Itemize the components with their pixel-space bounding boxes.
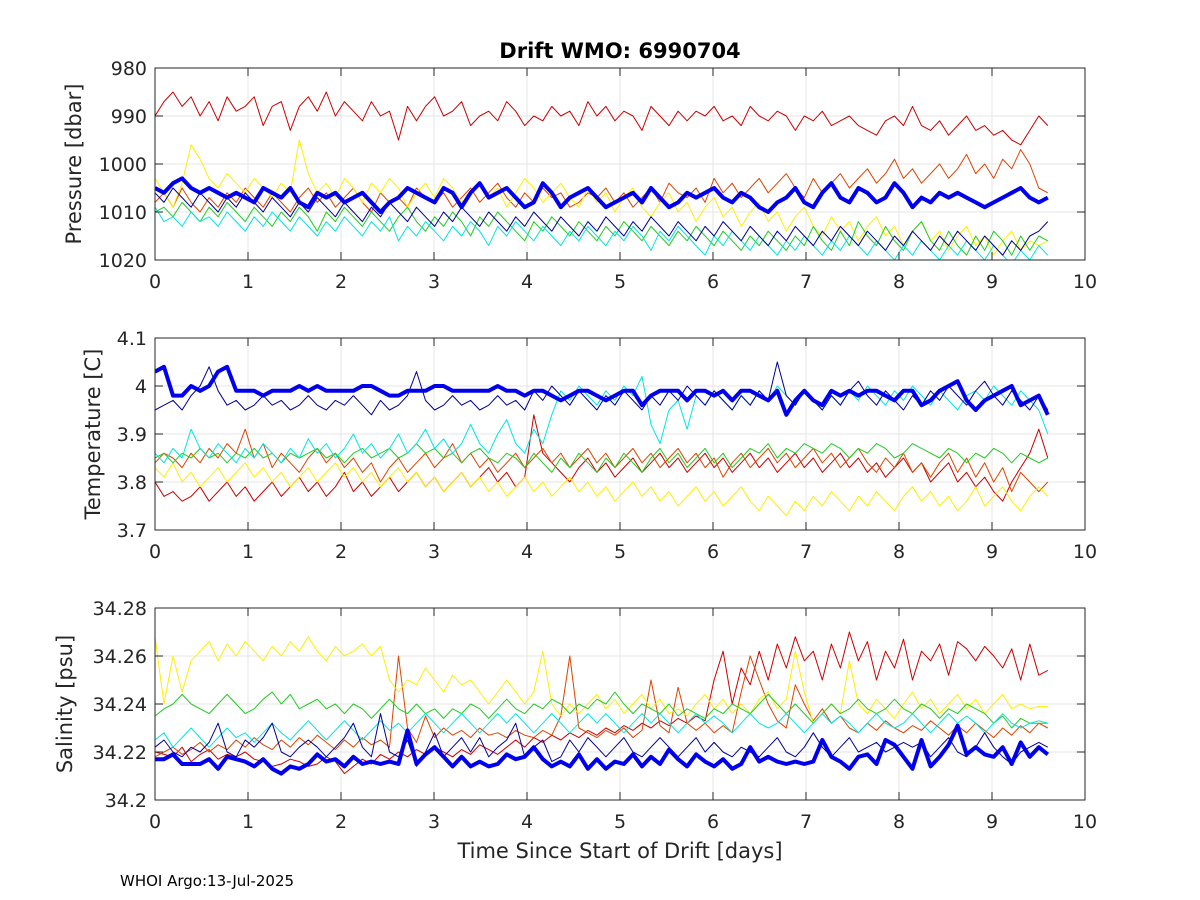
- temperature-xtick-label: 1: [242, 541, 254, 563]
- pressure-xtick-label: 8: [893, 271, 905, 293]
- temperature-ytick-label: 3.9: [117, 424, 147, 446]
- temperature-ytick-label: 3.8: [117, 472, 147, 494]
- pressure-series-line-1: [155, 91, 1049, 146]
- pressure-series-line-3: [155, 139, 1049, 256]
- pressure-ytick-label: 1020: [99, 250, 147, 272]
- salinity-series-line-6: [155, 713, 1049, 767]
- salinity-series-line-1: [155, 631, 1049, 775]
- temperature-series-line-3: [155, 462, 1049, 517]
- salinity-xtick-label: 5: [614, 811, 626, 833]
- temperature-xtick-label: 2: [335, 541, 347, 563]
- temperature-xtick-label: 4: [521, 541, 533, 563]
- salinity-xtick-label: 2: [335, 811, 347, 833]
- pressure-xtick-label: 1: [242, 271, 254, 293]
- temperature-series-line-1: [155, 414, 1049, 502]
- salinity-ytick-label: 34.24: [93, 694, 147, 716]
- temperature-xtick-label: 7: [800, 541, 812, 563]
- footer-credit: WHOI Argo:13-Jul-2025: [120, 872, 295, 890]
- pressure-ytick-label: 1000: [99, 154, 147, 176]
- pressure-series-line-2: [155, 149, 1049, 213]
- salinity-xtick-label: 6: [707, 811, 719, 833]
- salinity-xtick-label: 9: [986, 811, 998, 833]
- temperature-xtick-label: 8: [893, 541, 905, 563]
- salinity-series-line-7: [155, 723, 1050, 776]
- salinity-xtick-label: 8: [893, 811, 905, 833]
- salinity-ytick-label: 34.28: [93, 598, 147, 620]
- pressure-series-line-6: [155, 187, 1049, 256]
- salinity-ylabel: Salinity [psu]: [53, 635, 77, 773]
- temperature-ylabel: Temperature [C]: [81, 349, 105, 521]
- pressure-xtick-label: 9: [986, 271, 998, 293]
- pressure-xtick-label: 6: [707, 271, 719, 293]
- temperature-xtick-label: 3: [428, 541, 440, 563]
- pressure-series-line-4: [155, 201, 1049, 256]
- temperature-series-line-2: [155, 428, 1049, 493]
- pressure-ytick-label: 990: [111, 106, 147, 128]
- salinity-ytick-label: 34.26: [93, 646, 147, 668]
- temperature-xtick-label: 6: [707, 541, 719, 563]
- salinity-panel: 0 1 2 3 4 5 6 7 8 9 10 34.2 34.22 34.24 34.26 34.28 Sali…: [53, 598, 1097, 863]
- salinity-ytick-label: 34.2: [105, 790, 147, 812]
- salinity-xtick-label: 1: [242, 811, 254, 833]
- temperature-series-line-4: [155, 443, 1049, 473]
- temperature-xtick-label: 5: [614, 541, 626, 563]
- pressure-ytick-label: 1010: [99, 202, 147, 224]
- temperature-xtick-label: 9: [986, 541, 998, 563]
- pressure-ytick-label: 980: [111, 58, 147, 80]
- pressure-xtick-label: 0: [149, 271, 161, 293]
- salinity-series-line-4: [155, 691, 1048, 729]
- temperature-ytick-label: 4: [135, 376, 147, 398]
- temperature-series-line-7: [155, 364, 1050, 417]
- pressure-xtick-label: 3: [428, 271, 440, 293]
- salinity-xtick-label: 4: [521, 811, 533, 833]
- pressure-chart-title: Drift WMO: 6990704: [499, 39, 740, 63]
- salinity-xtick-label: 0: [149, 811, 161, 833]
- pressure-xtick-label: 7: [800, 271, 812, 293]
- salinity-ytick-label: 34.22: [93, 742, 147, 764]
- temperature-panel: 0 1 2 3 4 5 6 7 8 9 10 3.7 3.8 3.9 4 4.1 Temperature [C]: [81, 328, 1097, 563]
- pressure-panel: 0 1 2 3 4 5 6 7 8 9 10 980 990 1000 1010 1020 Pressure […: [62, 39, 1097, 293]
- salinity-xtick-label: 10: [1073, 811, 1097, 833]
- pressure-xtick-label: 10: [1073, 271, 1097, 293]
- salinity-series-line-2: [155, 655, 1049, 758]
- pressure-xtick-label: 4: [521, 271, 533, 293]
- pressure-xtick-label: 2: [335, 271, 347, 293]
- temperature-xtick-label: 10: [1073, 541, 1097, 563]
- salinity-xtick-label: 3: [428, 811, 440, 833]
- temperature-ytick-label: 3.7: [117, 520, 147, 542]
- salinity-xtick-label: 7: [800, 811, 812, 833]
- salinity-series-line-5: [155, 713, 1048, 748]
- pressure-ylabel: Pressure [dbar]: [62, 84, 86, 245]
- temperature-series-line-6: [155, 361, 1049, 416]
- salinity-xlabel: Time Since Start of Drift [days]: [456, 839, 782, 863]
- temperature-xtick-label: 0: [149, 541, 161, 563]
- pressure-series-line-7: [155, 176, 1049, 214]
- pressure-xtick-label: 5: [614, 271, 626, 293]
- temperature-ytick-label: 4.1: [117, 328, 147, 350]
